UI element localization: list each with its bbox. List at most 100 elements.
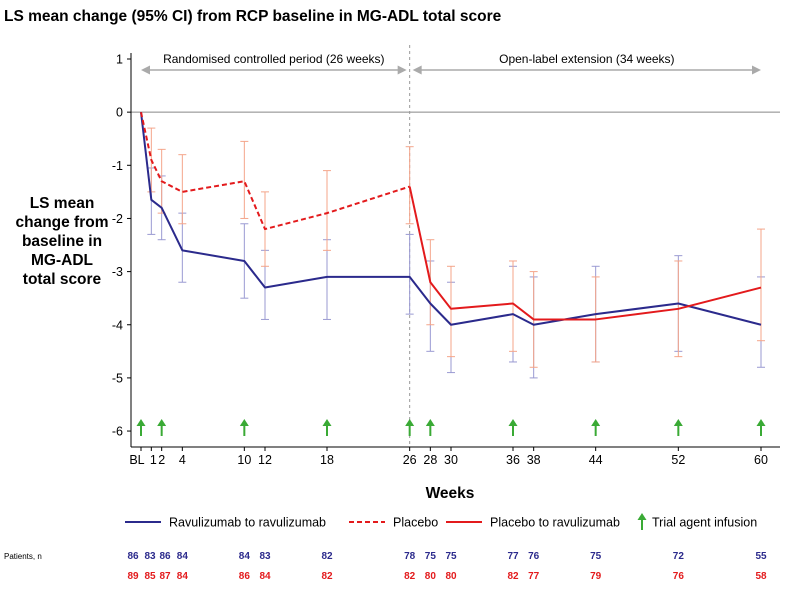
infusion-arrow [157, 419, 167, 436]
patients-count: 83 [259, 551, 271, 562]
infusion-arrows [136, 419, 766, 436]
patients-count: 86 [239, 571, 251, 582]
patients-count: 76 [528, 551, 540, 562]
infusion-arrow-head [136, 419, 146, 426]
y-tick-label: -3 [112, 265, 123, 279]
x-tick-label: 2 [158, 453, 165, 467]
x-tick-label: 36 [506, 453, 520, 467]
patients-count: 77 [507, 551, 519, 562]
infusion-arrow-head [673, 419, 683, 426]
y-tick-label: -2 [112, 212, 123, 226]
patients-count: 77 [528, 571, 540, 582]
infusion-arrow-head [157, 419, 167, 426]
patients-count: 76 [673, 571, 685, 582]
x-tick-label: 44 [589, 453, 603, 467]
infusion-arrow [591, 419, 601, 436]
period-label: Randomised controlled period (26 weeks) [163, 52, 384, 66]
patients-count: 84 [239, 551, 251, 562]
legend-label: Placebo [393, 516, 438, 530]
period-annotations: Randomised controlled period (26 weeks) O… [141, 45, 761, 447]
legend-item: Trial agent infusion [637, 513, 757, 530]
infusion-arrow [508, 419, 518, 436]
axes: 10-1-2-3-4-5-6BL 1 2 4 10 12 18 26 28 30 36 38 44 52 6… [112, 53, 780, 467]
patients-count: 82 [321, 571, 333, 582]
series-line [140, 111, 410, 231]
infusion-arrow-head [239, 419, 249, 426]
y-tick-label: -6 [112, 425, 123, 439]
patients-count: 79 [590, 571, 602, 582]
patients-count: 82 [321, 551, 333, 562]
infusion-arrow-head [591, 419, 601, 426]
legend-label: Placebo to ravulizumab [490, 516, 620, 530]
patients-count: 84 [177, 551, 189, 562]
infusion-arrow [425, 419, 435, 436]
period-arrow-head-left [141, 65, 150, 75]
infusion-arrow-head [508, 419, 518, 426]
patients-count: 75 [590, 551, 602, 562]
infusion-arrow [405, 419, 415, 436]
infusion-arrow-head [756, 419, 766, 426]
y-axis-label-line: total score [23, 271, 102, 288]
patients-count: 85 [144, 571, 156, 582]
patients-count: 80 [445, 571, 457, 582]
legend-item: Placebo to ravulizumab [446, 516, 620, 530]
series-lines [140, 111, 762, 326]
y-tick-label: -4 [112, 318, 123, 332]
patients-count: 89 [127, 571, 139, 582]
y-tick-label: -5 [112, 371, 123, 385]
patients-count: 55 [755, 551, 767, 562]
period-arrow-head-right [397, 65, 407, 75]
x-axis-label: Weeks [426, 485, 475, 502]
legend-item: Ravulizumab to ravulizumab [125, 516, 326, 530]
legend: Ravulizumab to ravulizumab Placebo Placebo… [125, 513, 757, 530]
legend-label: Trial agent infusion [652, 516, 757, 530]
legend-item: Placebo [349, 516, 438, 530]
y-tick-label: 0 [116, 106, 123, 120]
y-axis-label: LS mean change from baseline in MG-ADL total… [15, 195, 108, 288]
infusion-arrow-head [322, 419, 332, 426]
infusion-arrow-head [425, 419, 435, 426]
infusion-arrow [756, 419, 766, 436]
chart-title: LS mean change (95% CI) from RCP baselin… [4, 8, 502, 25]
patients-count: 75 [425, 551, 437, 562]
patients-count: 82 [507, 571, 519, 582]
legend-arrow-head [637, 513, 647, 520]
infusion-arrow [136, 419, 146, 436]
patients-count: 75 [445, 551, 457, 562]
y-axis-label-line: LS mean [30, 195, 95, 212]
patients-count: 80 [425, 571, 437, 582]
patients-count: 82 [404, 571, 416, 582]
y-axis-label-line: change from [15, 214, 108, 231]
patients-count: 83 [144, 551, 156, 562]
patients-count: 86 [127, 551, 139, 562]
x-tick-label: BL [129, 453, 144, 467]
series-line [140, 112, 762, 326]
confidence-intervals [147, 127, 765, 379]
y-tick-label: -1 [112, 159, 123, 173]
y-tick-label: 1 [116, 53, 123, 67]
patients-count: 86 [159, 551, 171, 562]
patients-count: 58 [755, 571, 767, 582]
patients-count: 84 [259, 571, 271, 582]
infusion-arrow [239, 419, 249, 436]
period-arrow-head-left [412, 65, 422, 75]
x-tick-label: 30 [444, 453, 458, 467]
patients-count: 87 [159, 571, 171, 582]
x-tick-label: 4 [179, 453, 186, 467]
legend-label: Ravulizumab to ravulizumab [169, 516, 326, 530]
patients-count: 78 [404, 551, 416, 562]
x-tick-label: 12 [258, 453, 272, 467]
patients-count: 72 [673, 551, 685, 562]
period-label: Open-label extension (34 weeks) [499, 52, 674, 66]
x-tick-label: 38 [527, 453, 541, 467]
y-axis-label-line: baseline in [22, 233, 102, 250]
x-tick-label: 60 [754, 453, 768, 467]
patients-count: 84 [177, 571, 189, 582]
infusion-arrow [673, 419, 683, 436]
patients-label: Patients, n [4, 552, 42, 561]
series-line [408, 186, 762, 321]
x-tick-label: 52 [671, 453, 685, 467]
x-tick-label: 1 [150, 453, 157, 467]
